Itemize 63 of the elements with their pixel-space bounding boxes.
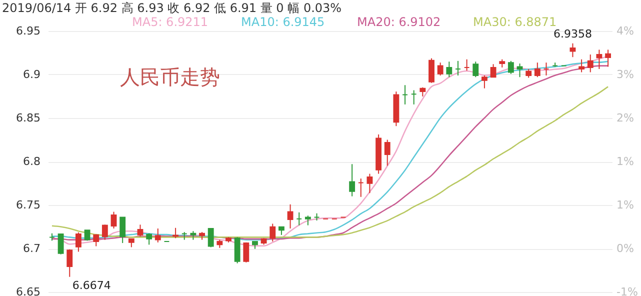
annotation: 6.6674 bbox=[72, 278, 111, 292]
y-tick-label: 6.8 bbox=[23, 155, 40, 168]
y-tick-label: 6.95 bbox=[16, 24, 40, 38]
y2-tick-label: 4% bbox=[616, 24, 634, 38]
annotation: 6.9358 bbox=[553, 27, 592, 40]
y-tick-label: 6.7 bbox=[23, 242, 40, 255]
text: 人民币走势 bbox=[120, 65, 220, 89]
candlestick bbox=[287, 204, 294, 229]
y-tick-label: 6.65 bbox=[16, 286, 40, 296]
y-tick-label: 6.75 bbox=[16, 198, 40, 212]
candlestick bbox=[402, 84, 408, 105]
candlestick bbox=[428, 58, 434, 84]
candlestick bbox=[66, 248, 73, 278]
candlestick bbox=[181, 232, 188, 240]
candlestick bbox=[154, 228, 161, 243]
y2-tick-label: 2% bbox=[616, 111, 634, 124]
candlestick bbox=[243, 242, 250, 263]
candlestick bbox=[455, 60, 461, 76]
candlestick bbox=[464, 58, 470, 72]
y-tick-label: 6.85 bbox=[16, 112, 40, 124]
y2-tick-label: -1% bbox=[616, 286, 638, 296]
candlestick bbox=[410, 90, 417, 105]
candlestick bbox=[570, 42, 576, 58]
candlestick bbox=[146, 232, 152, 246]
candlestick bbox=[234, 236, 240, 264]
candlestick bbox=[472, 61, 479, 78]
candlestick bbox=[208, 228, 214, 248]
candlestick bbox=[543, 62, 550, 76]
text: MA10: 6.9145 bbox=[241, 15, 325, 29]
candlestick bbox=[349, 164, 356, 197]
chart-subtitle: 2019/06/14 开 6.92 高 6.93 收 6.92 低 6.91 量 0 幅 0.03% bbox=[2, 1, 342, 15]
candlestick bbox=[420, 86, 426, 97]
candlestick bbox=[516, 63, 523, 78]
text: MA20: 6.9102 bbox=[357, 15, 441, 29]
candlestick bbox=[358, 178, 364, 198]
candlestick bbox=[120, 216, 126, 244]
text: MA30: 6.8871 bbox=[473, 15, 557, 29]
y-tick-label: 6.9 bbox=[23, 68, 40, 81]
y2-tick-label: 0% bbox=[616, 242, 634, 256]
candlestick bbox=[578, 58, 585, 73]
candlestick bbox=[110, 211, 117, 229]
y2-tick-label: 1% bbox=[616, 198, 634, 212]
candlestick bbox=[366, 173, 373, 194]
candlestick bbox=[482, 74, 488, 89]
candlestick bbox=[102, 224, 108, 240]
candlestick bbox=[304, 215, 311, 226]
text: MA5: 6.9211 bbox=[132, 15, 208, 29]
candlestick bbox=[296, 212, 302, 226]
y2-tick-label: 1% bbox=[616, 154, 634, 168]
candlestick bbox=[437, 62, 444, 76]
candlestick bbox=[270, 223, 276, 242]
candlestick bbox=[596, 49, 602, 70]
y2-tick-label: 3% bbox=[616, 68, 634, 81]
candlestick bbox=[490, 64, 496, 78]
candlestick bbox=[137, 224, 144, 238]
candlestick bbox=[58, 233, 64, 255]
candlestick bbox=[384, 139, 390, 166]
candlestick bbox=[587, 54, 594, 73]
candlestick bbox=[534, 62, 540, 78]
candlestick bbox=[75, 232, 82, 252]
candlestick bbox=[605, 49, 611, 68]
candlestick bbox=[446, 61, 452, 78]
candlestick bbox=[508, 60, 514, 74]
